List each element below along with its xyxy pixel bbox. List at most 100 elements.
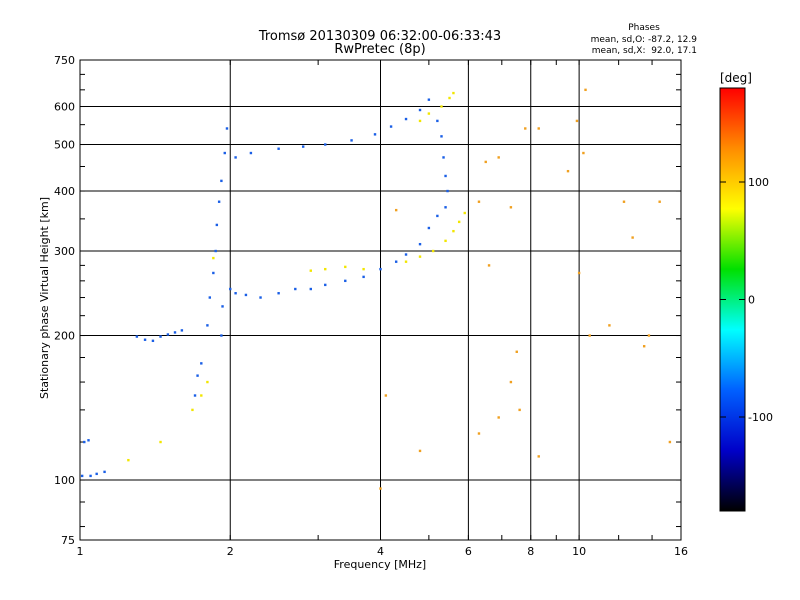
y-tick-label: 75 — [61, 534, 75, 547]
data-point — [277, 292, 280, 295]
data-point — [350, 139, 353, 142]
data-point — [277, 147, 280, 150]
data-point — [215, 223, 219, 227]
data-point — [509, 206, 513, 209]
data-point — [212, 256, 215, 260]
data-point — [394, 208, 398, 212]
data-point — [229, 287, 232, 291]
data-point — [484, 160, 487, 164]
data-point — [582, 151, 585, 155]
data-point — [309, 269, 312, 272]
data-point — [452, 229, 455, 233]
chart-subtitle: RwPretec (8p) — [334, 42, 425, 57]
data-point — [301, 145, 305, 148]
y-tick-label: 500 — [54, 139, 75, 152]
colorbar-unit: [deg] — [720, 71, 752, 85]
data-point — [259, 296, 262, 299]
data-point — [173, 331, 177, 334]
data-point — [658, 200, 661, 203]
data-point — [83, 440, 86, 444]
grid-lines — [80, 60, 681, 540]
data-point — [642, 345, 646, 348]
x-tick-label: 4 — [377, 545, 384, 558]
data-point — [537, 127, 540, 130]
data-point — [427, 226, 431, 230]
data-point — [444, 174, 447, 178]
x-tick-label: 8 — [527, 545, 534, 558]
data-point — [588, 334, 591, 337]
y-tick-label: 100 — [54, 474, 75, 487]
x-tick-label: 10 — [572, 545, 586, 558]
data-point — [427, 98, 431, 101]
data-point — [509, 380, 513, 384]
data-point — [389, 125, 393, 128]
data-point — [220, 334, 223, 337]
data-point — [384, 394, 388, 397]
data-point — [89, 474, 92, 478]
y-tick-label: 750 — [54, 54, 75, 67]
x-tick-label: 1 — [77, 545, 84, 558]
data-point — [191, 408, 194, 412]
y-tick-label: 300 — [54, 245, 75, 258]
data-point — [217, 200, 221, 203]
data-point — [324, 267, 327, 271]
data-point — [324, 143, 327, 146]
data-point — [577, 271, 581, 275]
data-point — [324, 283, 327, 287]
data-point — [379, 267, 382, 271]
axis-ticks — [79, 59, 682, 540]
data-point — [166, 333, 170, 336]
data-point — [143, 338, 147, 341]
data-point — [436, 119, 439, 123]
data-point — [442, 156, 445, 159]
data-point — [196, 374, 199, 377]
data-point — [524, 127, 527, 130]
data-point — [463, 211, 466, 215]
data-point — [575, 119, 579, 123]
data-point — [404, 260, 408, 263]
data-point — [151, 339, 155, 343]
data-point — [220, 179, 223, 183]
data-point — [452, 91, 455, 95]
data-point — [418, 242, 422, 246]
data-point — [309, 287, 312, 291]
data-point — [234, 156, 237, 159]
data-point — [647, 334, 651, 337]
data-point — [159, 335, 162, 338]
data-point — [373, 133, 377, 136]
y-tick-labels: 75 100 200 300 400 500 600 750 — [54, 54, 75, 547]
data-point — [294, 287, 297, 291]
x-tick-labels: 1 2 4 6 8 10 16 — [77, 545, 689, 558]
data-point — [362, 275, 365, 279]
data-point — [404, 117, 408, 121]
data-point — [518, 408, 521, 412]
data-point — [180, 329, 184, 332]
data-point — [584, 88, 587, 92]
colorbar-tick-label: 100 — [748, 176, 769, 189]
x-tick-label: 6 — [465, 545, 472, 558]
data-point — [477, 200, 481, 203]
data-point — [436, 214, 439, 218]
data-point — [249, 151, 253, 155]
data-point — [537, 455, 540, 458]
data-point — [497, 156, 500, 159]
data-point — [80, 474, 84, 478]
data-point — [362, 267, 365, 271]
data-point — [200, 394, 203, 397]
data-point — [103, 470, 106, 474]
data-point — [206, 324, 209, 327]
y-tick-label: 600 — [54, 101, 75, 114]
data-point — [418, 449, 422, 453]
stats-line-o: mean, sd,O: -87.2, 12.9 — [591, 35, 698, 45]
data-point — [566, 169, 570, 173]
data-point — [200, 362, 203, 365]
data-point — [193, 394, 197, 397]
data-point — [440, 135, 443, 138]
colorbar-tick-label: -100 — [748, 411, 773, 424]
data-point — [457, 220, 461, 224]
data-point — [431, 249, 435, 253]
data-point — [497, 416, 500, 419]
stats-line-x: mean, sd,X: 92.0, 17.1 — [592, 46, 697, 56]
x-tick-label: 2 — [227, 545, 234, 558]
